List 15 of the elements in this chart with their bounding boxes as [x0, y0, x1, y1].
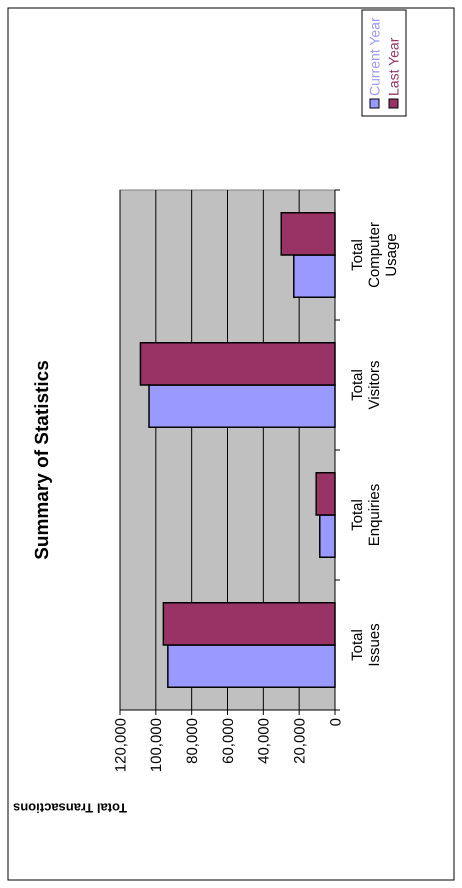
y-tick-label: Total Computer Usage — [349, 222, 400, 288]
y-tick-label: Total Issues — [349, 623, 383, 667]
y-tick-label: Total Visitors — [349, 360, 383, 410]
x-tick-label: 20,000 — [291, 718, 308, 764]
x-tick-label: 80,000 — [184, 718, 201, 764]
x-tick-label: 0 — [327, 718, 344, 726]
x-axis-title: Total Transactions — [13, 800, 127, 816]
x-tick-label: 40,000 — [256, 718, 273, 764]
x-tick-label: 100,000 — [148, 718, 166, 772]
text: Last Year — [385, 37, 402, 96]
text: Current Year — [366, 17, 382, 96]
x-tick-label: 120,000 — [112, 718, 130, 772]
y-tick-label: Total Enquiries — [349, 484, 383, 546]
text: Summary of Statistics — [32, 360, 53, 560]
x-tick-label: 60,000 — [220, 718, 237, 764]
